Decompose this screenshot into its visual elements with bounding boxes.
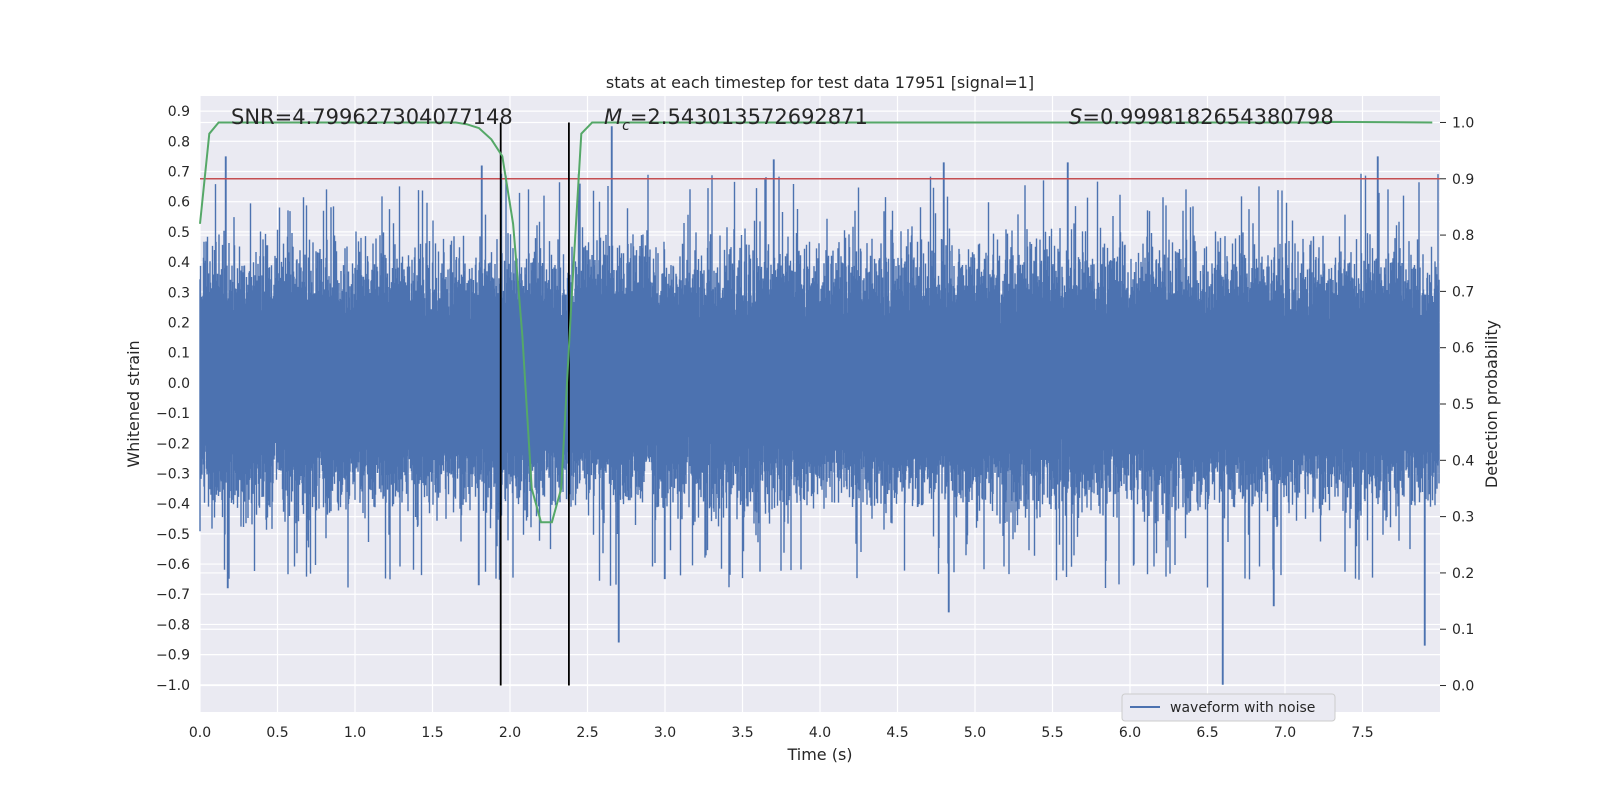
y-tick-label: −1.0 — [156, 678, 190, 694]
y-tick-label: −0.6 — [156, 557, 190, 573]
x-tick-label: 7.5 — [1351, 725, 1373, 741]
x-tick-label: 3.0 — [654, 725, 676, 741]
y2-tick-label: 1.0 — [1452, 115, 1474, 131]
x-tick-label: 4.5 — [886, 725, 908, 741]
y-tick-label: 0.9 — [168, 104, 190, 120]
legend-entry: waveform with noise — [1170, 700, 1315, 716]
detection-probability-line — [199, 120, 1433, 524]
s-value: =0.9998182654380798 — [1082, 105, 1333, 129]
x-tick-label: 1.5 — [421, 725, 443, 741]
y-tick-label: −0.9 — [156, 648, 190, 664]
x-axis-label: Time (s) — [786, 745, 852, 764]
y-tick-label: 0.1 — [168, 346, 190, 362]
y-tick-label: −0.5 — [156, 527, 190, 543]
waveform-series — [199, 126, 1440, 685]
y2-tick-label: 0.4 — [1452, 453, 1474, 469]
x-tick-label: 6.0 — [1119, 725, 1141, 741]
y-tick-label: −0.7 — [156, 587, 190, 603]
mc-subscript: c — [622, 118, 630, 134]
axes: 0.0 0.5 1.0 1.5 2.0 2.5 3.0 3.5 4.0 4.5 5.0 5.5 6.0 6… — [156, 104, 1474, 741]
y2-tick-label: 0.3 — [1452, 510, 1474, 526]
y2-tick-label: 0.6 — [1452, 341, 1474, 357]
y-tick-label: −0.8 — [156, 617, 190, 633]
x-tick-label: 5.0 — [964, 725, 986, 741]
y2-axis-label: Detection probability — [1482, 320, 1501, 488]
mc-value: =2.543013572692871 — [630, 105, 868, 129]
x-tick-label: 0.0 — [189, 725, 211, 741]
y-tick-label: 0.5 — [168, 225, 190, 241]
x-tick-label: 6.5 — [1196, 725, 1218, 741]
y2-tick-label: 0.9 — [1452, 172, 1474, 188]
x-tick-label: 3.5 — [731, 725, 753, 741]
y-tick-label: −0.3 — [156, 466, 190, 482]
y-tick-label: 0.4 — [168, 255, 190, 271]
y2-tick-label: 0.7 — [1452, 284, 1474, 300]
y-tick-label: −0.2 — [156, 436, 190, 452]
y2-tick-label: 0.8 — [1452, 228, 1474, 244]
x-tick-label: 2.5 — [576, 725, 598, 741]
x-tick-label: 4.0 — [809, 725, 831, 741]
s-annotation: S=0.9998182654380798 — [1069, 105, 1334, 129]
y-tick-label: 0.7 — [168, 164, 190, 180]
overlays — [199, 120, 1440, 686]
y-tick-label: 0.0 — [168, 376, 190, 392]
x-tick-label: 2.0 — [499, 725, 521, 741]
legend: waveform with noise — [1121, 693, 1336, 722]
y-axis-label: Whitened strain — [124, 340, 143, 467]
s-symbol: S — [1069, 105, 1082, 129]
y-tick-label: −0.4 — [156, 497, 190, 513]
y2-tick-label: 0.0 — [1452, 679, 1474, 695]
y-tick-label: −0.1 — [156, 406, 190, 422]
x-tick-label: 7.0 — [1274, 725, 1296, 741]
legend-box — [1121, 693, 1336, 722]
waveform-line — [199, 126, 1440, 685]
chirp-mass-annotation: Mc=2.543013572692871 — [604, 105, 868, 134]
y-tick-label: 0.2 — [168, 315, 190, 331]
chart-title: stats at each timestep for test data 179… — [606, 73, 1034, 92]
y-tick-label: 0.3 — [168, 285, 190, 301]
mc-symbol: M — [604, 105, 622, 129]
y2-tick-label: 0.1 — [1452, 622, 1474, 638]
y2-tick-label: 0.2 — [1452, 566, 1474, 582]
y2-tick-label: 0.5 — [1452, 397, 1474, 413]
y-tick-label: 0.6 — [168, 195, 190, 211]
x-tick-label: 5.5 — [1041, 725, 1063, 741]
snr-annotation: SNR=4.799627304077148 — [231, 105, 513, 129]
y-tick-label: 0.8 — [168, 134, 190, 150]
x-tick-label: 1.0 — [344, 725, 366, 741]
x-tick-label: 0.5 — [266, 725, 288, 741]
